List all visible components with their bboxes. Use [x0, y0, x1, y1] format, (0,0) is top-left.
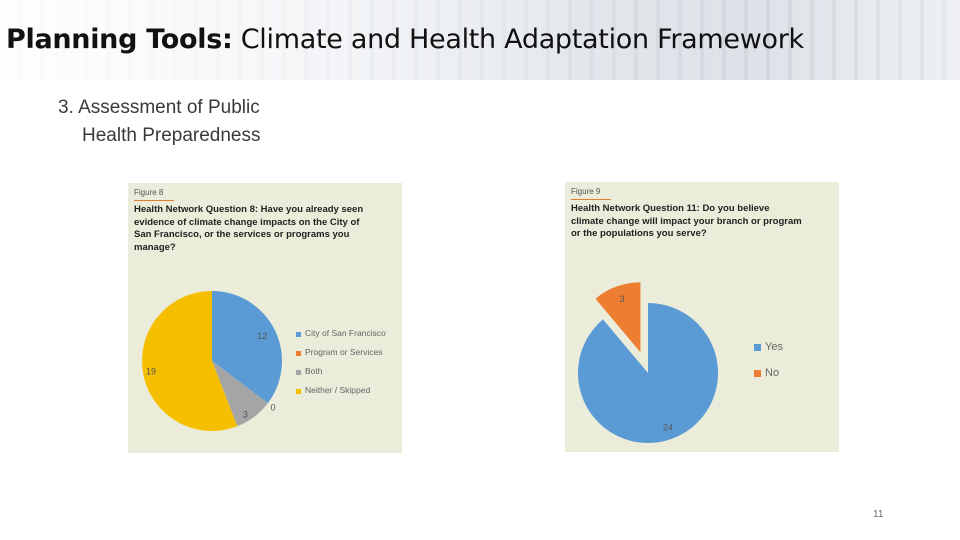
data-label-both: 3: [243, 409, 248, 419]
legend-item-yes: Yes: [765, 341, 783, 353]
figure-9-label: Figure 9: [571, 187, 601, 196]
figure-9-pie-chart: 24 3 Yes No: [578, 282, 783, 443]
figure-8-label: Figure 8: [134, 188, 164, 197]
data-label-no: 3: [620, 294, 625, 304]
legend-swatch-program-or-services: [296, 351, 301, 356]
legend-item-program-or-services: Program or Services: [305, 347, 382, 357]
legend-swatch-both: [296, 370, 301, 375]
page-title-bold: Planning Tools:: [6, 24, 233, 55]
legend-item-no: No: [765, 367, 779, 379]
legend-item-both: Both: [305, 366, 323, 376]
data-label-program-or-services: 0: [271, 403, 276, 413]
pie-slice-yes: [578, 303, 718, 443]
pie-slice-neither-skipped: [142, 291, 238, 431]
legend-swatch-no: [754, 370, 761, 377]
section-subtitle-line1: 3. Assessment of Public: [58, 97, 260, 118]
figure-8-rule: [134, 200, 174, 201]
figure-8-question: Health Network Question 8: Have you alre…: [134, 204, 364, 253]
legend-swatch-city-of-san-francisco: [296, 332, 301, 337]
data-label-yes: 24: [663, 423, 673, 433]
legend-item-neither-skipped: Neither / Skipped: [305, 385, 370, 395]
legend-item-city-of-san-francisco: City of San Francisco: [305, 328, 386, 338]
figure-8-panel: Figure 8 Health Network Question 8: Have…: [128, 183, 402, 453]
data-label-neither-skipped: 19: [146, 367, 156, 377]
figure-8-pie-chart: 12 0 3 19 City of San Francisco Program or Se…: [142, 291, 386, 431]
page-title-rest: Climate and Health Adaptation Framework: [232, 24, 804, 55]
section-subtitle: 3. Assessment of Public Health Preparedn…: [58, 94, 261, 150]
header-banner: Planning Tools: Climate and Health Adapt…: [0, 0, 960, 80]
page-title: Planning Tools: Climate and Health Adapt…: [6, 24, 804, 55]
figure-9-panel: Figure 9 Health Network Question 11: Do …: [565, 182, 839, 452]
legend-swatch-neither-skipped: [296, 389, 301, 394]
page-number: 11: [873, 509, 884, 520]
pie-slice-both: [212, 361, 268, 427]
legend-swatch-yes: [754, 344, 761, 351]
figure-9-question: Health Network Question 11: Do you belie…: [571, 203, 802, 239]
data-label-city-of-san-francisco: 12: [257, 331, 267, 341]
header-background-fade: [0, 0, 960, 80]
section-subtitle-line2: Health Preparedness: [82, 125, 261, 146]
figure-9-rule: [571, 199, 611, 200]
pie-slice-city-of-san-francisco: [212, 291, 282, 404]
pie-slice-no: [595, 282, 641, 353]
